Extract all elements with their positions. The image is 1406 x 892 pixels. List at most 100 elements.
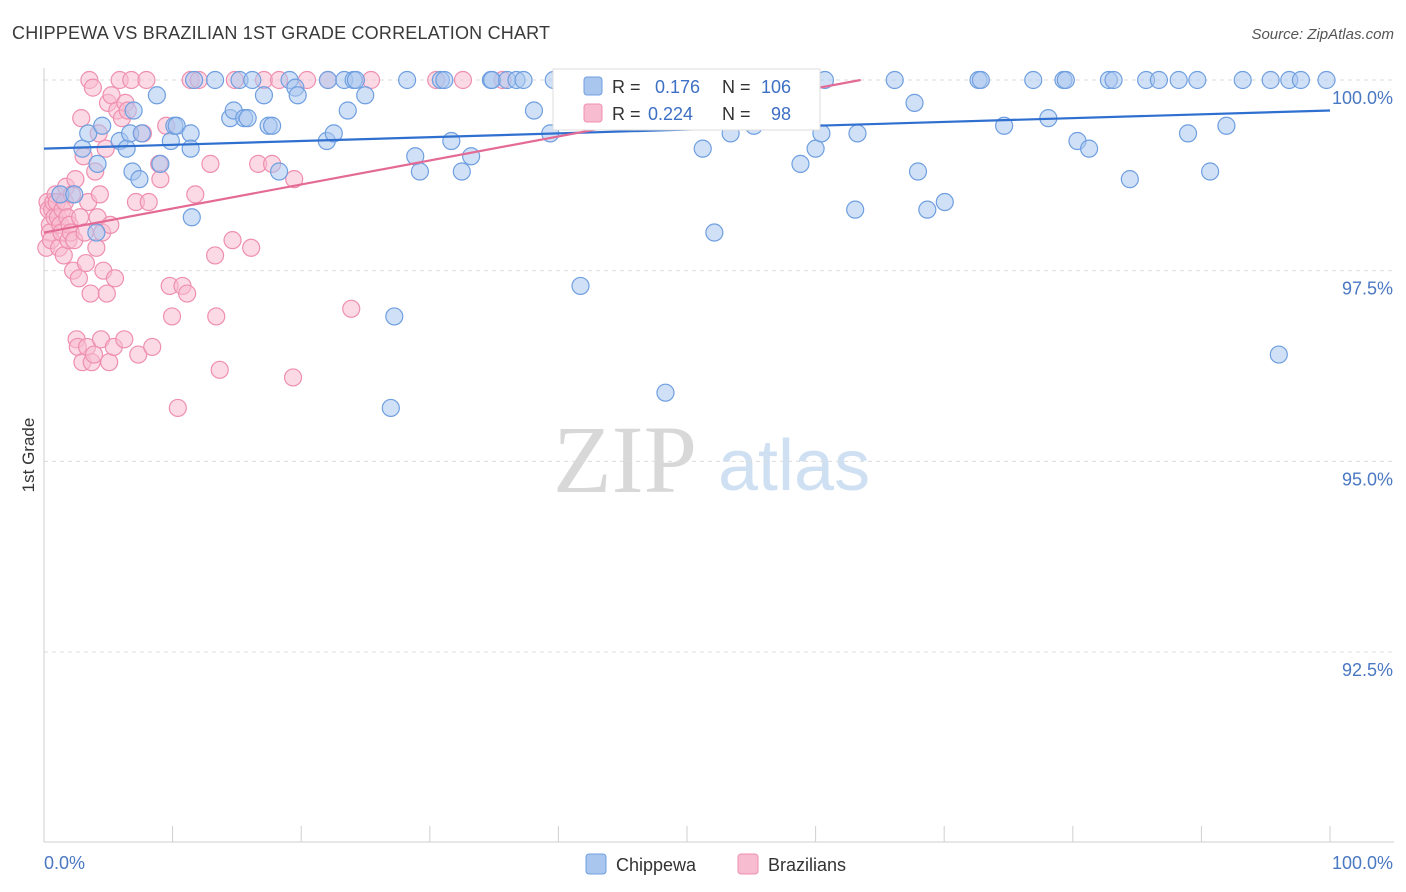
chippewa-point (1120, 170, 1139, 189)
chippewa-point (514, 70, 533, 90)
brazilians-point (69, 269, 89, 288)
chippewa-point (1269, 345, 1288, 364)
stats-r-label-brazilians: R = (612, 104, 641, 124)
brazilians-point (361, 70, 381, 90)
chippewa-point (656, 383, 675, 402)
stats-r-label-chippewa: R = (612, 77, 641, 97)
stats-legend: R = 0.176 N = 106 R = 0.224 N = 98 (552, 68, 821, 131)
chippewa-point (167, 116, 186, 135)
chippewa-point (1291, 70, 1311, 90)
brazilians-point (66, 170, 85, 189)
chippewa-point (524, 101, 544, 120)
stats-n-value-chippewa: 106 (761, 77, 791, 97)
chippewa-point (885, 70, 904, 90)
legend-label-brazilians: Brazilians (768, 855, 846, 875)
chippewa-point (452, 162, 471, 181)
brazilians-point (178, 284, 197, 303)
x-tick-labels: 0.0% 100.0% (44, 853, 1393, 873)
chippewa-point (482, 70, 502, 90)
chippewa-point (181, 139, 200, 158)
stats-n-value-brazilians: 98 (771, 104, 791, 124)
chippewa-point (147, 86, 166, 105)
axes (43, 68, 1394, 843)
chippewa-point (935, 192, 954, 212)
watermark-zip: ZIP (553, 406, 697, 513)
chippewa-point (908, 162, 928, 181)
y-axis-label: 1st Grade (19, 418, 38, 493)
chippewa-point (1201, 162, 1220, 181)
chippewa-point (93, 116, 112, 135)
x-tick-label: 100.0% (1332, 853, 1393, 873)
chippewa-point (705, 223, 724, 242)
brazilians-point (242, 238, 261, 257)
chippewa-point (1233, 70, 1252, 90)
chippewa-point (324, 124, 343, 143)
brazilians-point (76, 253, 95, 273)
brazilians-point (210, 360, 229, 379)
brazilians-point (223, 231, 242, 250)
legend-swatch-brazilians (737, 853, 759, 875)
chippewa-point (1024, 70, 1043, 90)
brazilians-point (84, 345, 104, 364)
chart-title: CHIPPEWA VS BRAZILIAN 1ST GRADE CORRELAT… (12, 23, 550, 43)
stats-n-label-chippewa: N = (722, 77, 751, 97)
x-tick-label: 0.0% (44, 853, 85, 873)
brazilians-point (342, 299, 361, 318)
chippewa-point (181, 124, 200, 143)
chippewa-point (318, 70, 338, 90)
chippewa-point (971, 70, 990, 90)
brazilians-point (100, 353, 119, 372)
chippewa-point (1056, 70, 1075, 90)
brazilians-point (129, 345, 148, 364)
chippewa-point (462, 147, 481, 166)
brazilians-point (90, 185, 109, 204)
chippewa-point (356, 86, 375, 105)
brazilians-point (168, 398, 187, 418)
chippewa-point (1217, 116, 1236, 135)
legend-label-chippewa: Chippewa (616, 855, 697, 875)
brazilians-point (453, 70, 473, 90)
brazilians-point (105, 269, 125, 288)
y-tick-label: 95.0% (1342, 469, 1393, 489)
legend-swatch-chippewa (585, 853, 607, 875)
brazilians-point (186, 185, 205, 204)
chippewa-point (1149, 70, 1169, 90)
brazilians-point (70, 208, 90, 227)
gridlines (44, 79, 1394, 653)
chippewa-point (346, 70, 365, 90)
chippewa-point (132, 124, 151, 143)
brazilians-point (122, 70, 141, 90)
brazilians-point (83, 78, 102, 97)
chippewa-point (442, 131, 461, 151)
chippewa-point (918, 200, 937, 219)
chippewa-point (791, 154, 810, 173)
brazilians-point (207, 307, 226, 326)
chippewa-point (182, 208, 201, 227)
chippewa-point (130, 170, 149, 189)
chippewa-point (806, 139, 825, 158)
brazilians-point (137, 70, 156, 90)
brazilians-point (285, 170, 304, 189)
chippewa-point (410, 162, 430, 181)
stats-swatch-chippewa (583, 76, 603, 96)
chippewa-point (88, 154, 107, 173)
chart-source: Source: ZipAtlas.com (1251, 26, 1394, 43)
stats-r-value-chippewa: 0.176 (655, 77, 700, 97)
brazilians-point (115, 330, 134, 349)
chippewa-point (151, 154, 170, 173)
y-tick-labels: 100.0% 97.5% 95.0% 92.5% (1332, 88, 1393, 680)
chippewa-point (846, 200, 865, 219)
brazilians-point (54, 246, 73, 265)
chippewa-point (1188, 70, 1207, 90)
brazilians-point (151, 170, 170, 189)
chippewa-point (117, 139, 136, 158)
chippewa-point (571, 276, 590, 296)
brazilians-point (72, 109, 91, 128)
brazilians-point (201, 154, 220, 173)
chippewa-point (693, 139, 712, 158)
chippewa-point (243, 70, 262, 90)
chippewa-point (288, 86, 307, 105)
watermark-atlas: atlas (718, 426, 870, 506)
chippewa-point (995, 116, 1014, 135)
chippewa-point (1178, 124, 1198, 143)
